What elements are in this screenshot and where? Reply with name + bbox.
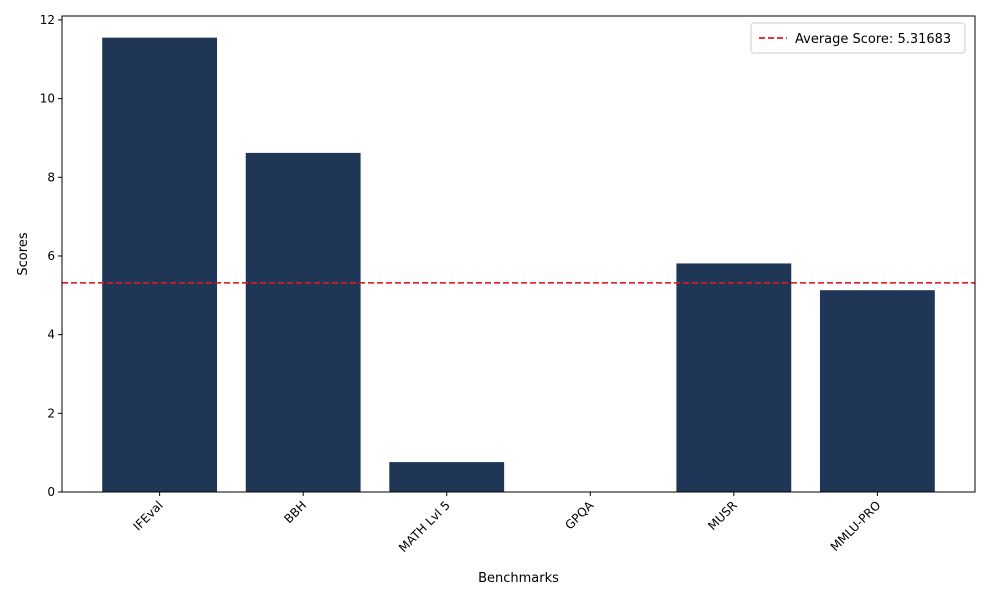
bars-layer — [102, 37, 935, 493]
y-tick-label: 4 — [47, 328, 55, 342]
legend-label: Average Score: 5.31683 — [795, 32, 951, 47]
x-tick-label: BBH — [281, 498, 309, 526]
bar-ifeval — [102, 37, 218, 493]
x-tick-label: GPQA — [562, 498, 597, 533]
x-axis-label: Benchmarks — [478, 571, 559, 586]
y-tick-label: 2 — [47, 406, 55, 420]
x-tick-label: MMLU-PRO — [828, 498, 884, 554]
legend: Average Score: 5.31683 — [750, 22, 966, 54]
legend-box — [750, 22, 966, 54]
bar-bbh — [245, 152, 361, 492]
y-tick-label: 6 — [47, 249, 55, 263]
y-tick-label: 8 — [47, 170, 55, 184]
y-axis: 0 2 4 6 8 10 12 — [40, 13, 62, 499]
bar-math-lvl-5 — [389, 462, 505, 492]
x-tick-label: IFEval — [131, 498, 166, 533]
plot-frame — [61, 15, 976, 493]
y-tick-label: 10 — [40, 92, 55, 106]
x-axis: IFEval BBH MATH Lvl 5 GPQA MUSR MMLU-PRO — [131, 492, 884, 555]
y-axis-label: Scores — [16, 232, 31, 275]
x-tick-label: MUSR — [705, 498, 740, 533]
y-tick-label: 12 — [40, 13, 55, 27]
bar-musr — [676, 263, 792, 492]
x-tick-label: MATH Lvl 5 — [396, 498, 453, 555]
bar-mmlu-pro — [819, 290, 935, 492]
y-tick-label: 0 — [47, 485, 55, 499]
